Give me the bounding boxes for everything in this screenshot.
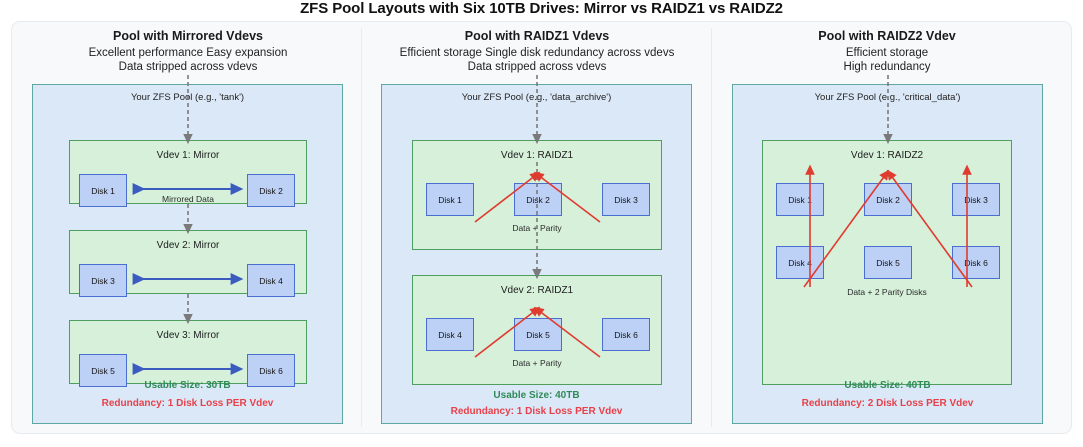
vdev-label-1: Vdev 1: RAIDZ1 [500,150,574,161]
pool-box-mirror: Your ZFS Pool (e.g., 'tank') Vdev 1: Mir… [32,84,343,424]
disk-box[interactable]: Disk 2 [247,174,295,207]
vdev-mid-label-1: Data + Parity [512,223,562,233]
pool-label: Your ZFS Pool (e.g., 'tank') [130,92,245,103]
panel-subtitle-line1: Excellent performance Easy expansion [88,47,288,59]
disk-box[interactable]: Disk 3 [79,264,127,297]
disk-box[interactable]: Disk 3 [952,183,1000,216]
vdev-label-2: Vdev 2: Mirror [156,240,220,251]
panel-mirror: Pool with Mirrored Vdevs Excellent perfo… [13,22,363,433]
panel-title-raidz1: Pool with RAIDZ1 Vdevs [464,29,610,43]
vdev-box-1: Vdev 1: RAIDZ1 Disk 1 Disk 2 Disk 3 Data… [412,140,662,250]
redundancy-label: Redundancy: 1 Disk Loss PER Vdev [450,406,623,417]
usable-size-label: Usable Size: 40TB [493,390,580,401]
diagram-card: Pool with Mirrored Vdevs Excellent perfo… [11,21,1072,434]
panel-divider-1 [361,28,362,427]
vdev-box-3: Vdev 3: Mirror Disk 5 Disk 6 [69,320,307,387]
disk-box[interactable]: Disk 4 [247,264,295,297]
disk-box[interactable]: Disk 2 [864,183,912,216]
panel-raidz2: Pool with RAIDZ2 Vdev Efficient storage … [712,22,1062,433]
panel-title-raidz2: Pool with RAIDZ2 Vdev [818,29,956,43]
disk-box[interactable]: Disk 2 [514,183,562,216]
pool-box-raidz1: Your ZFS Pool (e.g., 'data_archive') Vde… [381,84,692,424]
vdev-mid-label-1: Data + 2 Parity Disks [847,287,927,297]
disk-box[interactable]: Disk 6 [952,246,1000,279]
panel-title-mirror: Pool with Mirrored Vdevs [112,29,264,43]
disk-box[interactable]: Disk 1 [79,174,127,207]
panel-raidz1: Pool with RAIDZ1 Vdevs Efficient storage… [362,22,712,433]
pool-box-raidz2: Your ZFS Pool (e.g., 'critical_data') Vd… [732,84,1043,424]
pool-label: Your ZFS Pool (e.g., 'data_archive') [461,92,612,103]
disk-box[interactable]: Disk 6 [247,354,295,387]
redundancy-label: Redundancy: 2 Disk Loss PER Vdev [801,398,974,409]
vdev-mid-label-2: Data + Parity [512,358,562,368]
page-title: ZFS Pool Layouts with Six 10TB Drives: M… [300,0,783,17]
usable-size-label: Usable Size: 30TB [144,380,231,391]
vdev-label-2: Vdev 2: RAIDZ1 [500,285,574,296]
panel-subtitle-line1: Efficient storage Single disk redundancy… [399,47,675,59]
disk-box[interactable]: Disk 3 [602,183,650,216]
vdev-box-1: Vdev 1: RAIDZ2 Disk 1 Disk 2 Disk 3 Disk… [762,140,1012,385]
disk-box[interactable]: Disk 5 [864,246,912,279]
vdev-mid-label-1: Mirrored Data [162,194,214,204]
vdev-label-1: Vdev 1: RAIDZ2 [850,150,924,161]
vdev-label-3: Vdev 3: Mirror [156,330,220,341]
disk-box[interactable]: Disk 5 [514,318,562,351]
pool-label: Your ZFS Pool (e.g., 'critical_data') [814,92,961,103]
redundancy-label: Redundancy: 1 Disk Loss PER Vdev [101,398,274,409]
panel-divider-2 [711,28,712,427]
panel-subtitle-line1: Efficient storage [845,47,929,59]
vdev-box-2: Vdev 2: RAIDZ1 Disk 4 Disk 5 Disk 6 Data… [412,275,662,385]
disk-box[interactable]: Disk 6 [602,318,650,351]
vdev-label-1: Vdev 1: Mirror [156,150,220,161]
disk-box[interactable]: Disk 5 [79,354,127,387]
disk-box[interactable]: Disk 4 [426,318,474,351]
panel-subtitle-line2: Data stripped across vdevs [467,61,607,73]
vdev-box-1: Vdev 1: Mirror Disk 1 Disk 2 Mirrored Da… [69,140,307,207]
vdev-box-2: Vdev 2: Mirror Disk 3 Disk 4 [69,230,307,297]
usable-size-label: Usable Size: 40TB [844,380,931,391]
disk-box[interactable]: Disk 1 [776,183,824,216]
disk-box[interactable]: Disk 1 [426,183,474,216]
disk-box[interactable]: Disk 4 [776,246,824,279]
panel-subtitle-line2: High redundancy [843,61,931,73]
panel-subtitle-line2: Data stripped across vdevs [118,61,258,73]
